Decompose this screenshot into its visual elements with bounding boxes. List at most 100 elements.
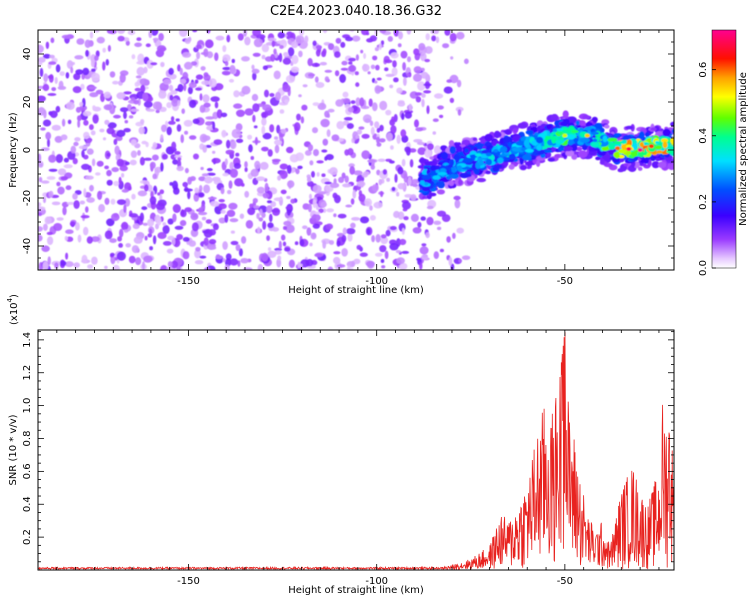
heatmap-cell	[252, 72, 257, 81]
heatmap-cell	[124, 198, 131, 207]
heatmap-cell	[267, 247, 272, 251]
heatmap-cell	[45, 131, 52, 140]
heatmap-cell	[413, 73, 422, 82]
heatmap-cell	[90, 130, 96, 136]
heatmap-cell	[174, 154, 183, 159]
heatmap-cell	[188, 99, 197, 109]
heatmap-cell	[409, 148, 417, 153]
x-tick-label: -150	[177, 276, 200, 287]
heatmap-cell	[106, 127, 115, 135]
heatmap-cell	[73, 200, 80, 209]
heatmap-cell	[602, 135, 608, 143]
heatmap-cell	[88, 86, 97, 90]
heatmap-cell	[76, 38, 85, 45]
heatmap-cell	[261, 54, 266, 60]
heatmap-cell	[536, 144, 542, 151]
heatmap-cell	[80, 83, 85, 90]
heatmap-cell	[324, 76, 330, 82]
heatmap-cell	[623, 163, 629, 167]
heatmap-cell	[324, 69, 333, 73]
heatmap-cell	[670, 121, 674, 127]
heatmap-cell	[656, 150, 663, 154]
heatmap-cell	[367, 71, 371, 75]
heatmap-cell	[229, 168, 238, 178]
heatmap-cell	[63, 164, 73, 169]
heatmap-cell	[372, 133, 378, 140]
heatmap-cell	[51, 87, 57, 92]
heatmap-cell	[192, 30, 198, 33]
heatmap-cell	[222, 54, 231, 62]
heatmap-cell	[443, 86, 453, 94]
heatmap-cell	[389, 84, 394, 89]
heatmap-cell	[326, 113, 330, 118]
heatmap-cell	[409, 159, 414, 168]
heatmap-cell	[554, 120, 561, 127]
heatmap-cell	[139, 78, 148, 86]
heatmap-cell	[374, 47, 379, 52]
heatmap-cell	[362, 114, 372, 123]
heatmap-cell	[384, 250, 389, 260]
heatmap-cell	[92, 105, 96, 110]
heatmap-cell	[270, 54, 276, 62]
heatmap-cell	[307, 73, 316, 77]
heatmap-cell	[654, 145, 663, 150]
heatmap-cell	[645, 131, 650, 138]
heatmap-cell	[390, 145, 394, 150]
heatmap-cell	[147, 218, 155, 227]
y-tick-label: 40	[22, 48, 33, 61]
heatmap-cell	[110, 198, 116, 205]
heatmap-cell	[222, 66, 232, 71]
heatmap-cell	[547, 157, 555, 162]
heatmap-cell	[494, 132, 502, 138]
heatmap-cell	[342, 183, 352, 188]
heatmap-cell	[389, 160, 395, 164]
heatmap-cell	[253, 125, 258, 129]
heatmap-cell	[423, 83, 432, 87]
heatmap-cell	[316, 172, 320, 177]
heatmap-cell	[332, 192, 338, 199]
heatmap-cell	[450, 56, 454, 60]
snr-frame	[37, 329, 675, 571]
heatmap-cell	[305, 259, 314, 267]
heatmap-cell	[355, 134, 360, 139]
heatmap-cell	[385, 73, 395, 77]
heatmap-cell	[149, 196, 157, 205]
heatmap-cell	[38, 176, 43, 183]
heatmap-cell	[198, 207, 204, 214]
heatmap-cell	[220, 209, 226, 214]
heatmap-cell	[199, 93, 203, 101]
heatmap-cell	[150, 62, 158, 66]
heatmap-cell	[293, 122, 301, 132]
spectrogram-ticks: -150 -100 -50 -40 -20 0 20 40	[22, 29, 674, 287]
heatmap-cell	[133, 236, 143, 244]
heatmap-cell	[184, 207, 192, 213]
heatmap-cell	[307, 58, 313, 67]
heatmap-cell	[446, 79, 453, 83]
heatmap-cell	[567, 139, 574, 146]
heatmap-cell	[147, 233, 153, 238]
heatmap-cell	[43, 73, 49, 83]
heatmap-cell	[152, 142, 158, 149]
heatmap-cell	[485, 170, 491, 175]
heatmap-cell	[91, 72, 100, 82]
heatmap-cell	[182, 71, 189, 80]
y-tick-label: 0	[22, 147, 33, 153]
heatmap-cell	[259, 161, 269, 170]
heatmap-cell	[171, 141, 177, 150]
heatmap-cell	[196, 51, 201, 60]
heatmap-cell	[187, 86, 193, 95]
heatmap-cell	[271, 227, 280, 232]
heatmap-cell	[172, 204, 181, 213]
heatmap-cell	[63, 157, 69, 163]
heatmap-cell	[579, 137, 590, 143]
heatmap-cell	[563, 145, 573, 152]
heatmap-cell	[155, 109, 160, 114]
heatmap-cell	[118, 176, 122, 186]
heatmap-cell	[449, 97, 455, 103]
heatmap-cell	[347, 106, 354, 113]
heatmap-cell	[397, 43, 402, 48]
heatmap-cell	[144, 235, 148, 241]
heatmap-cell	[206, 51, 214, 59]
heatmap-cell	[143, 255, 153, 263]
heatmap-cell	[266, 205, 273, 214]
